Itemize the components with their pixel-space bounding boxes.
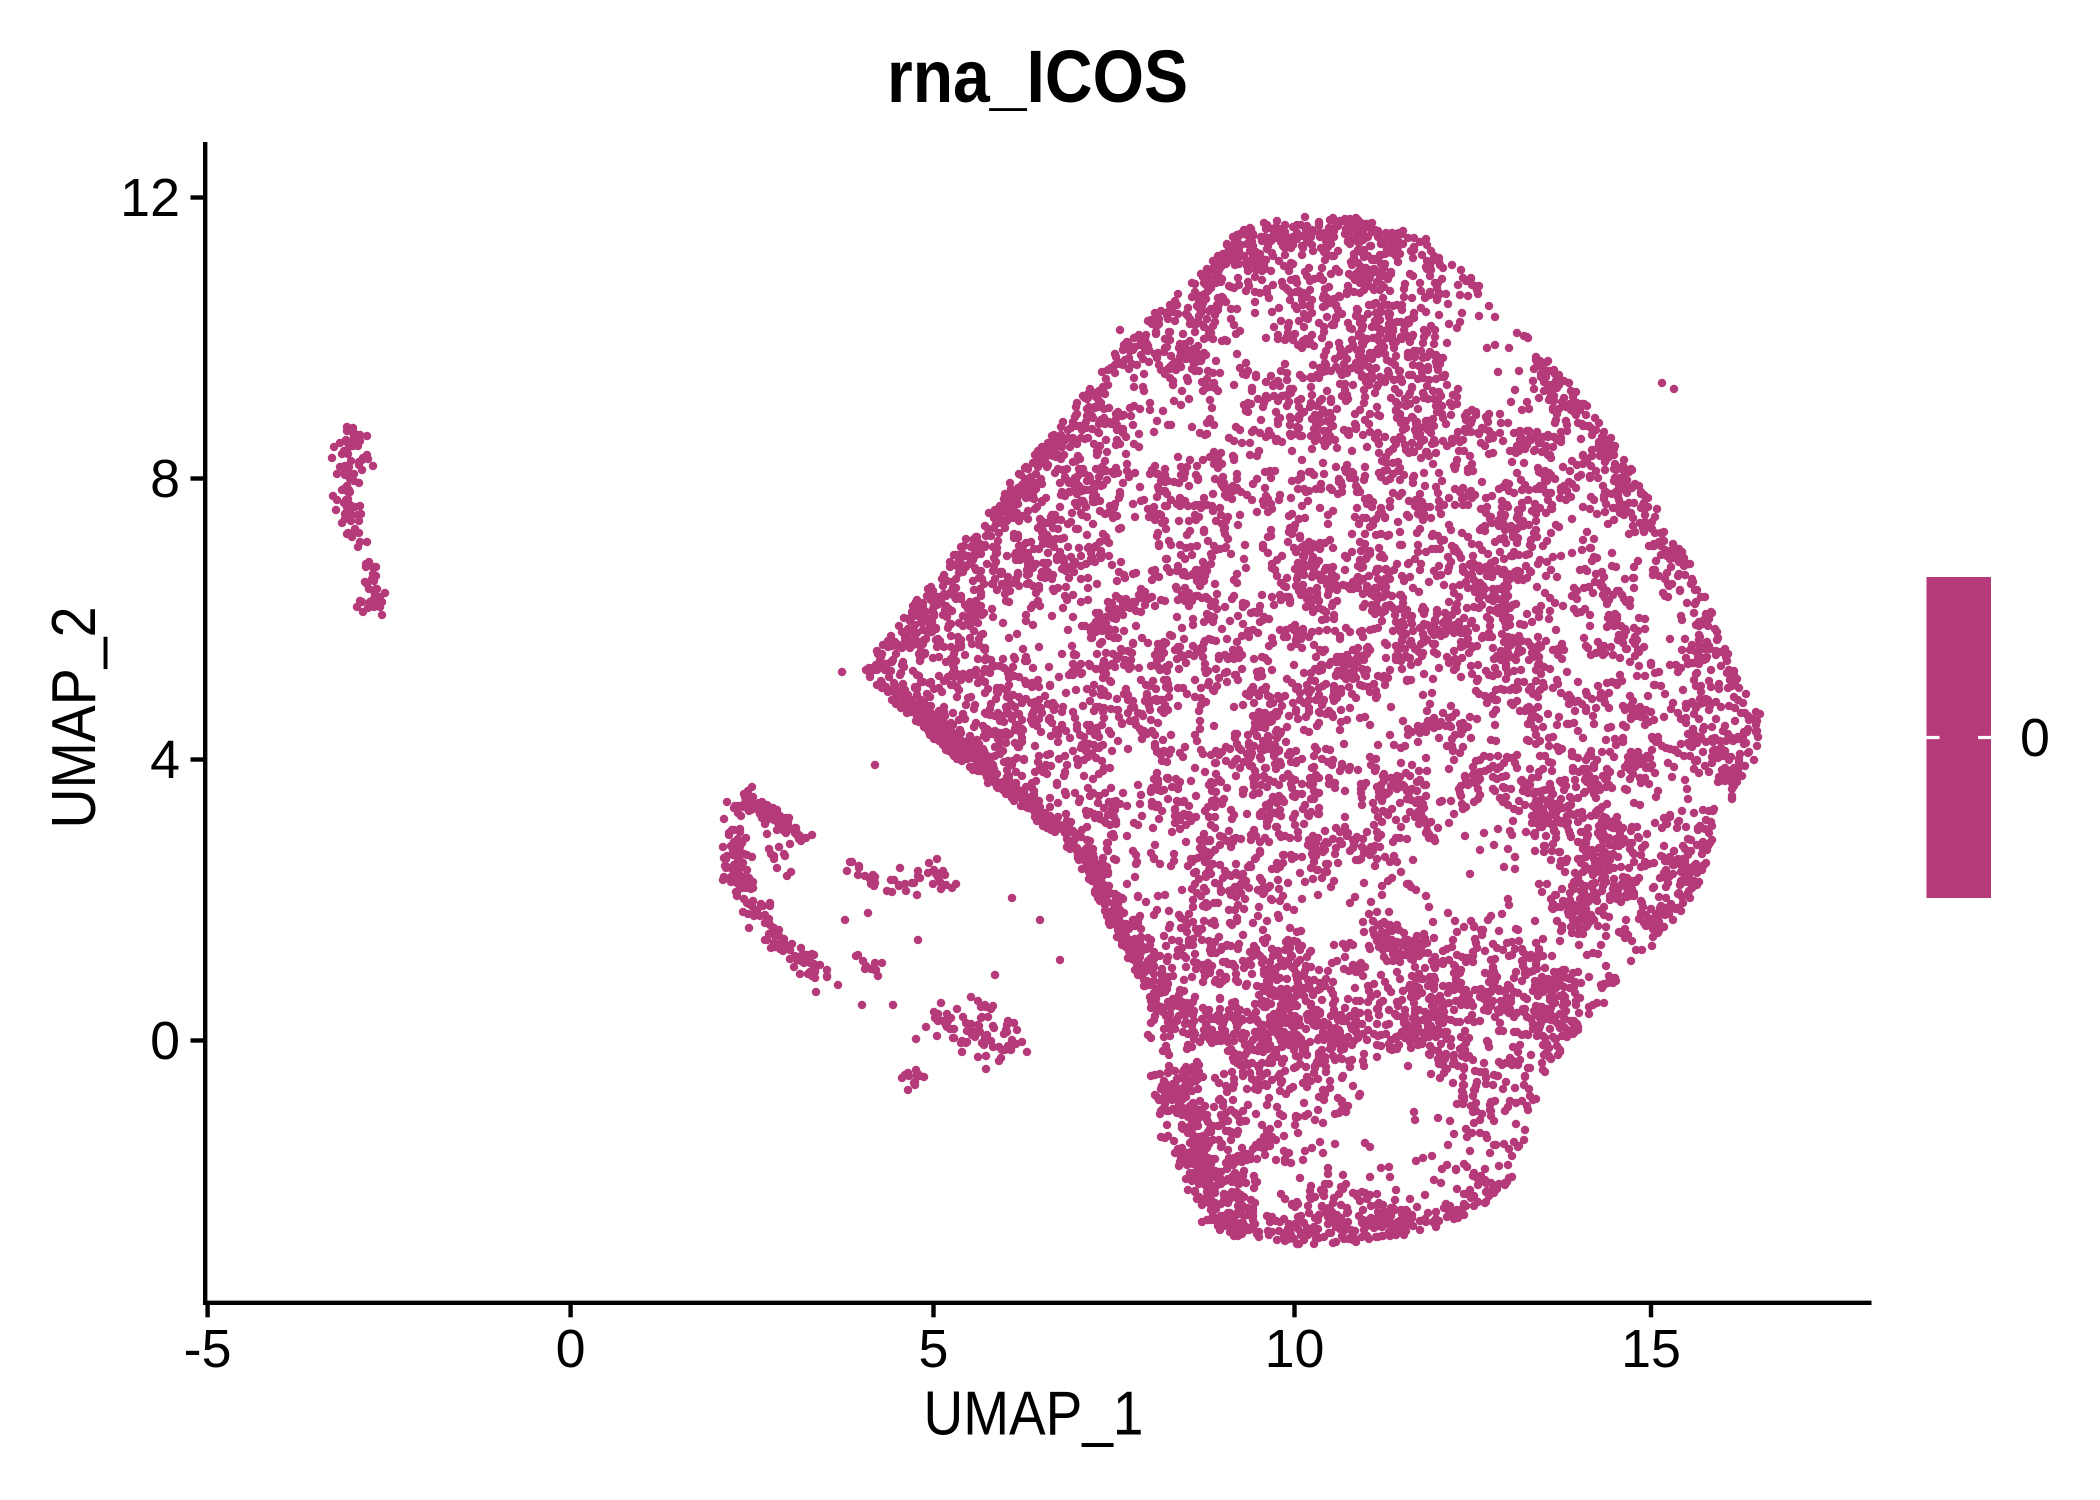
svg-text:rna_ICOS: rna_ICOS <box>887 35 1188 118</box>
svg-text:5: 5 <box>919 1319 949 1379</box>
svg-text:4: 4 <box>150 730 180 790</box>
svg-text:10: 10 <box>1265 1319 1325 1379</box>
svg-text:UMAP_2: UMAP_2 <box>40 607 109 829</box>
svg-text:0: 0 <box>2020 708 2050 768</box>
svg-text:8: 8 <box>150 449 180 509</box>
svg-text:12: 12 <box>120 168 180 228</box>
svg-text:-5: -5 <box>184 1319 232 1379</box>
svg-text:15: 15 <box>1621 1319 1681 1379</box>
svg-text:UMAP_1: UMAP_1 <box>924 1380 1144 1449</box>
svg-text:0: 0 <box>150 1011 180 1071</box>
svg-text:0: 0 <box>556 1319 586 1379</box>
